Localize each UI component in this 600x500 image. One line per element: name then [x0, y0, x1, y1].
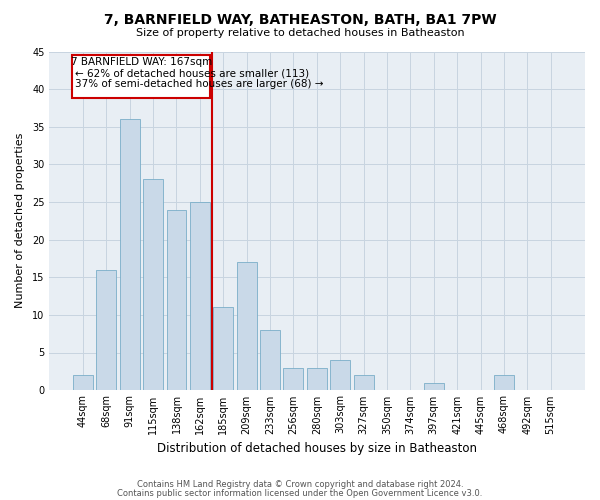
Bar — [237, 262, 257, 390]
Text: 37% of semi-detached houses are larger (68) →: 37% of semi-detached houses are larger (… — [75, 80, 323, 90]
Bar — [73, 375, 93, 390]
Text: Size of property relative to detached houses in Batheaston: Size of property relative to detached ho… — [136, 28, 464, 38]
Text: 7, BARNFIELD WAY, BATHEASTON, BATH, BA1 7PW: 7, BARNFIELD WAY, BATHEASTON, BATH, BA1 … — [104, 12, 496, 26]
X-axis label: Distribution of detached houses by size in Batheaston: Distribution of detached houses by size … — [157, 442, 477, 455]
Bar — [424, 382, 443, 390]
Bar — [353, 375, 374, 390]
Bar — [143, 180, 163, 390]
Bar — [190, 202, 210, 390]
Bar — [330, 360, 350, 390]
Text: ← 62% of detached houses are smaller (113): ← 62% of detached houses are smaller (11… — [75, 68, 309, 78]
Bar — [120, 119, 140, 390]
FancyBboxPatch shape — [73, 54, 211, 98]
Bar — [167, 210, 187, 390]
Bar — [283, 368, 304, 390]
Bar — [97, 270, 116, 390]
Text: Contains HM Land Registry data © Crown copyright and database right 2024.: Contains HM Land Registry data © Crown c… — [137, 480, 463, 489]
Bar — [307, 368, 327, 390]
Text: 7 BARNFIELD WAY: 167sqm: 7 BARNFIELD WAY: 167sqm — [71, 57, 212, 67]
Bar — [494, 375, 514, 390]
Y-axis label: Number of detached properties: Number of detached properties — [15, 133, 25, 308]
Text: Contains public sector information licensed under the Open Government Licence v3: Contains public sector information licen… — [118, 488, 482, 498]
Bar — [260, 330, 280, 390]
Bar — [214, 308, 233, 390]
